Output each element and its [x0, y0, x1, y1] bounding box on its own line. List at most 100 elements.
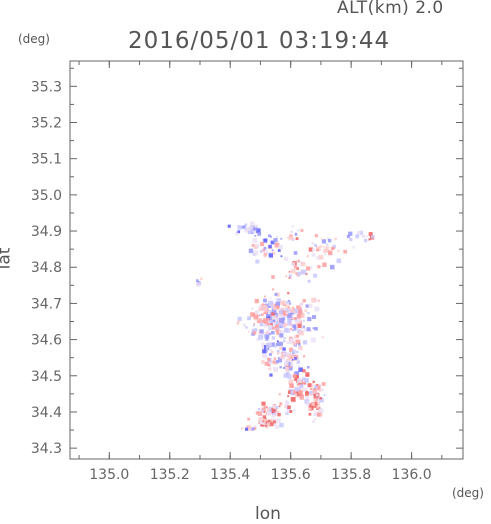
data-point [301, 269, 307, 275]
data-point [264, 322, 267, 325]
data-point [291, 277, 293, 280]
data-point [262, 353, 268, 359]
data-point [300, 262, 306, 267]
chart-title: 2016/05/01 03:19:44 [128, 28, 391, 54]
data-point [295, 375, 300, 380]
data-point [265, 334, 270, 339]
data-point [297, 320, 302, 325]
data-point [288, 329, 291, 332]
data-point [316, 402, 321, 406]
data-point [282, 325, 284, 328]
data-point [282, 347, 286, 351]
data-point [313, 273, 318, 278]
data-point [274, 242, 280, 248]
data-point [319, 389, 322, 392]
data-point [283, 339, 286, 343]
data-point [268, 253, 273, 258]
data-point [316, 405, 320, 409]
data-point [274, 321, 280, 326]
data-point [265, 342, 271, 348]
data-point [237, 316, 242, 321]
data-point [244, 227, 247, 230]
data-point [315, 299, 318, 302]
data-point [297, 382, 302, 387]
data-point [285, 275, 288, 278]
data-point [294, 378, 297, 381]
data-point [288, 276, 291, 279]
data-point [317, 265, 321, 269]
data-point [322, 262, 327, 268]
data-point [298, 390, 304, 395]
data-point [254, 254, 257, 257]
data-point [295, 237, 299, 241]
data-point [247, 330, 250, 333]
x-tick-label: 135.8 [331, 467, 371, 483]
data-point [254, 227, 258, 231]
data-point [294, 319, 300, 324]
data-point [299, 303, 303, 307]
data-point [289, 366, 292, 369]
data-point [264, 295, 266, 298]
data-point [313, 418, 316, 421]
data-point [284, 327, 289, 333]
data-point [260, 422, 265, 427]
data-point [308, 303, 313, 308]
data-point [251, 328, 256, 333]
data-point [305, 380, 307, 382]
data-point [287, 374, 292, 379]
data-point [293, 389, 296, 393]
data-point [247, 425, 252, 429]
data-point [247, 317, 251, 321]
data-point [266, 308, 269, 310]
data-point [290, 356, 293, 359]
data-point [277, 356, 281, 360]
data-point [254, 310, 259, 315]
x-axis-unit: (deg) [452, 486, 484, 500]
data-point [289, 338, 295, 343]
data-point [250, 427, 255, 431]
data-point [299, 307, 302, 310]
data-point [255, 259, 260, 264]
data-point [269, 319, 273, 324]
data-point [363, 238, 368, 243]
data-point [279, 333, 284, 338]
data-point [303, 262, 306, 265]
data-point [328, 254, 331, 257]
data-point [337, 249, 340, 253]
data-point [273, 238, 278, 243]
data-point [295, 391, 298, 394]
data-point [196, 279, 199, 283]
data-point [277, 314, 283, 320]
y-tick-label: 35.0 [31, 188, 62, 204]
data-point [267, 363, 271, 367]
data-point [266, 422, 271, 426]
data-point [285, 352, 291, 358]
data-point [293, 317, 297, 320]
data-point [287, 395, 290, 398]
data-point [299, 385, 303, 389]
data-point [307, 279, 311, 283]
data-point [269, 235, 272, 238]
data-point [283, 256, 289, 261]
data-point [295, 339, 301, 345]
data-point [288, 271, 291, 273]
data-point [319, 396, 322, 400]
data-point [281, 347, 284, 350]
data-point [278, 329, 284, 334]
data-point [324, 253, 327, 256]
data-point [304, 377, 309, 383]
data-point [326, 237, 330, 240]
data-point [292, 373, 297, 378]
data-point [311, 297, 317, 303]
data-point [282, 352, 286, 356]
data-point [305, 372, 310, 377]
data-point [298, 344, 301, 348]
data-point [314, 327, 318, 331]
data-point [262, 349, 267, 354]
data-point [297, 259, 301, 263]
data-point [300, 229, 304, 232]
data-point [368, 232, 373, 237]
data-point [295, 371, 300, 375]
data-point [244, 427, 249, 431]
data-point [284, 405, 287, 408]
